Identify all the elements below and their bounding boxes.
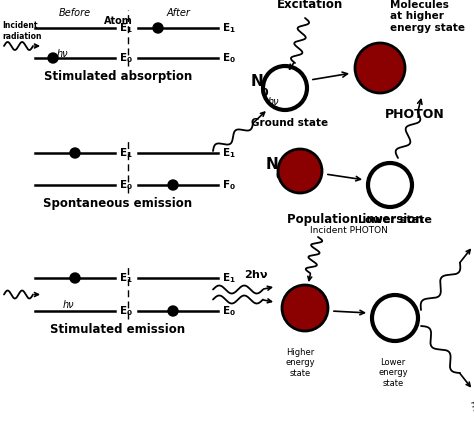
Circle shape — [282, 285, 328, 331]
Text: $\mathbf{E_0}$: $\mathbf{E_0}$ — [119, 304, 133, 318]
Text: Lower
energy
state: Lower energy state — [378, 358, 408, 388]
Text: hν: hν — [268, 97, 280, 107]
Text: Atom: Atom — [104, 16, 133, 26]
Text: Spontaneous emission: Spontaneous emission — [44, 197, 192, 210]
Circle shape — [48, 53, 58, 63]
Text: Incident
radiation: Incident radiation — [2, 21, 42, 41]
Text: $\mathbf{N}$: $\mathbf{N}$ — [250, 73, 264, 89]
Text: After: After — [166, 8, 190, 18]
Text: $\mathbf{E_0}$: $\mathbf{E_0}$ — [119, 51, 133, 65]
Text: Ground state: Ground state — [251, 118, 328, 128]
Text: PHOTON: PHOTON — [385, 108, 445, 121]
Text: $\mathbf{2h\nu}$: $\mathbf{2h\nu}$ — [244, 268, 268, 281]
Text: $\mathbf{E_0}$: $\mathbf{E_0}$ — [222, 304, 236, 318]
Text: Population inversion: Population inversion — [287, 213, 423, 226]
Text: $\mathbf{E_1}$: $\mathbf{E_1}$ — [222, 146, 236, 160]
Text: $\mathbf{E_1}$: $\mathbf{E_1}$ — [222, 21, 236, 35]
Text: Lower state: Lower state — [358, 215, 432, 225]
Text: Molecules
at higher
energy state: Molecules at higher energy state — [390, 0, 465, 33]
Text: $\mathbf{E_1}$: $\mathbf{E_1}$ — [119, 21, 133, 35]
Text: $\mathbf{E_0}$: $\mathbf{E_0}$ — [119, 178, 133, 192]
Text: $\mathbf{E_0}$: $\mathbf{E_0}$ — [222, 51, 236, 65]
Text: $\mathbf{0}$: $\mathbf{0}$ — [260, 86, 270, 98]
Circle shape — [70, 148, 80, 158]
Text: Excitation: Excitation — [277, 0, 343, 11]
Text: $\mathbf{F_0}$: $\mathbf{F_0}$ — [222, 178, 236, 192]
Text: $\mathbf{E_1}$: $\mathbf{E_1}$ — [119, 146, 133, 160]
Text: $\mathbf{0}$: $\mathbf{0}$ — [275, 169, 284, 181]
Circle shape — [153, 23, 163, 33]
Circle shape — [168, 306, 178, 316]
Text: Higher
energy
state: Higher energy state — [285, 348, 315, 378]
Circle shape — [355, 43, 405, 93]
Text: Stimulated emission: Stimulated emission — [50, 323, 185, 336]
Text: hν: hν — [57, 49, 69, 59]
Text: Stimulated absorption: Stimulated absorption — [44, 70, 192, 83]
Circle shape — [70, 273, 80, 283]
Text: hν: hν — [63, 301, 74, 310]
Text: Before: Before — [59, 8, 91, 18]
Text: Stimulated
PHOTON: Stimulated PHOTON — [467, 396, 474, 433]
Text: Incident PHOTON: Incident PHOTON — [310, 226, 388, 235]
Text: $\mathbf{E_1}$: $\mathbf{E_1}$ — [222, 271, 236, 285]
Text: $\mathbf{E_1}$: $\mathbf{E_1}$ — [119, 271, 133, 285]
Text: $\mathbf{N}$: $\mathbf{N}$ — [265, 156, 279, 172]
Circle shape — [168, 180, 178, 190]
Circle shape — [278, 149, 322, 193]
